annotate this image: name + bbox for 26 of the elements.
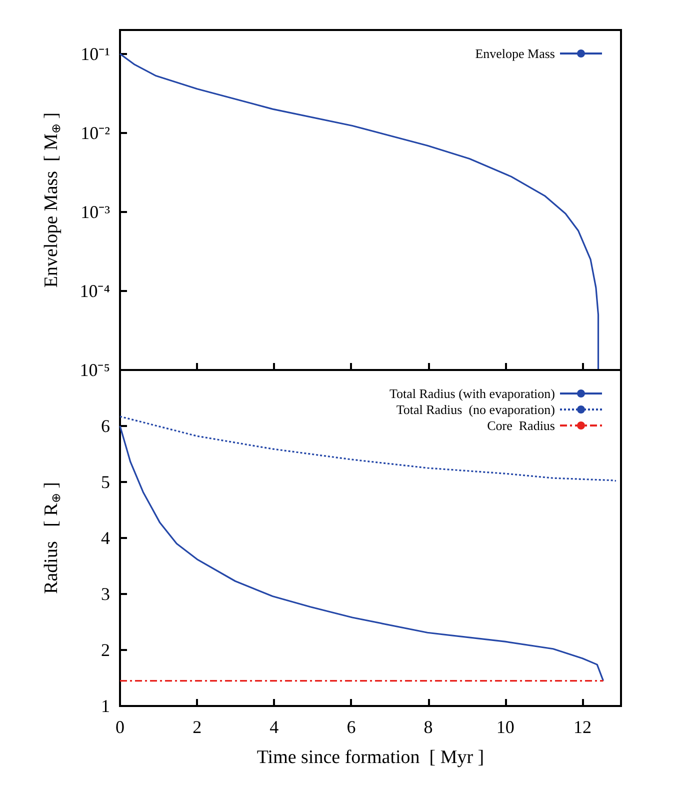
y-tick-label: 10⁻³: [80, 202, 111, 222]
x-axis-title: Time since formation [ Myr ]: [256, 747, 484, 768]
y-tick-label: 5: [101, 472, 110, 492]
y-tick-label: 10⁻¹: [80, 44, 110, 64]
legend-label: Total Radius (no evaporation): [396, 402, 555, 417]
y-tick-label: 10⁻⁴: [80, 280, 110, 301]
y-axis-title: Envelope Mass [ M⊕ ]: [41, 112, 63, 288]
y-tick-label: 1: [101, 696, 110, 716]
x-tick-label: 2: [192, 717, 202, 737]
line-series: [119, 416, 617, 482]
x-tick-label: 6: [346, 717, 356, 737]
x-tick-label: 8: [424, 717, 433, 737]
legend-label: Envelope Mass: [475, 46, 555, 61]
x-tick-label: 10: [496, 717, 514, 737]
y-tick-label: 4: [101, 528, 110, 548]
x-tick-label: 0: [116, 717, 124, 737]
legend-label: Total Radius (with evaporation): [389, 386, 555, 401]
y-tick-label: 10⁻⁵: [80, 360, 110, 380]
y-tick-label: 3: [101, 584, 110, 604]
y-tick-label: 10⁻²: [80, 122, 110, 143]
y-axis-title: Radius [ R⊕ ]: [41, 482, 63, 594]
legend-label: Core Radius: [487, 418, 555, 433]
y-tick-label: 6: [101, 416, 110, 436]
x-tick-label: 4: [270, 717, 279, 737]
y-tick-label: 2: [101, 640, 110, 660]
x-tick-label: 12: [573, 717, 592, 737]
